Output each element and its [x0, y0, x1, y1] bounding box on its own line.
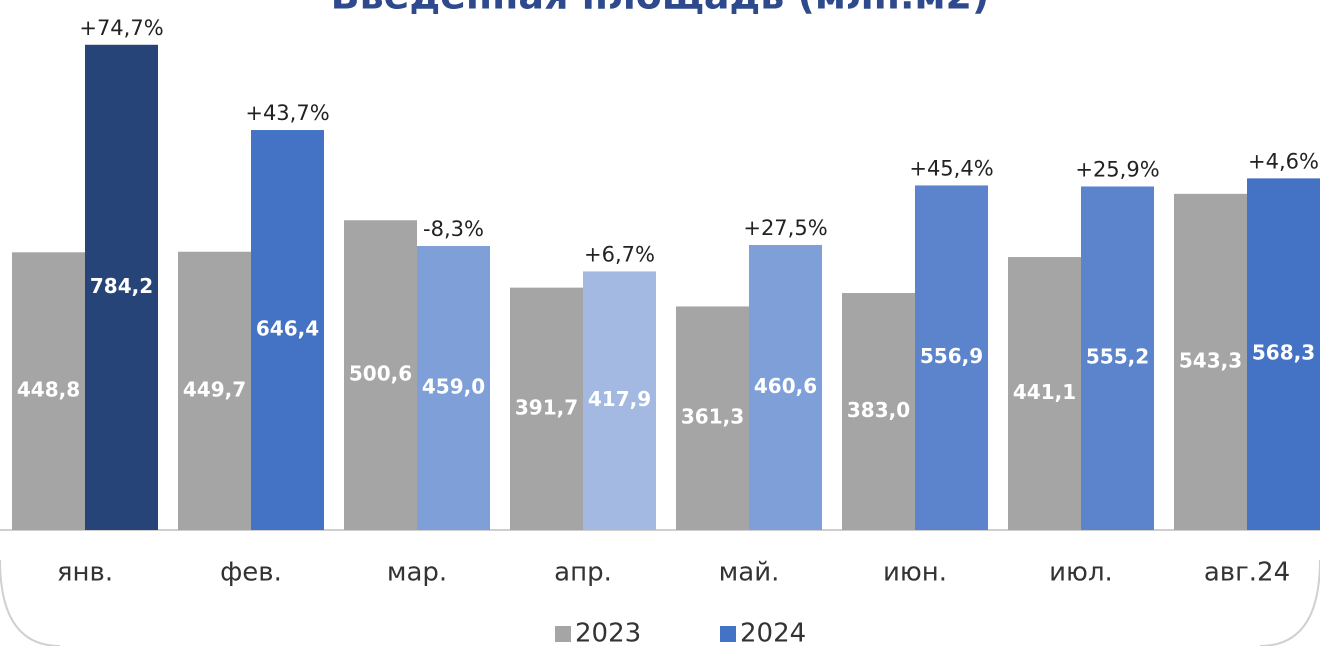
change-annotation: +6,7%	[584, 242, 655, 266]
card-border	[0, 559, 1320, 646]
x-tick-label: июл.	[1049, 558, 1113, 588]
bar	[344, 220, 417, 530]
x-tick-label: май.	[719, 558, 780, 588]
value-label: 383,0	[847, 398, 910, 422]
change-annotation: +45,4%	[909, 156, 993, 180]
x-tick-label: мар.	[387, 558, 447, 588]
value-label: 568,3	[1252, 341, 1315, 365]
bar	[1247, 178, 1320, 530]
x-tick-label: янв.	[57, 558, 113, 588]
bar	[178, 251, 251, 531]
change-annotation: +25,9%	[1075, 157, 1159, 181]
change-annotation: -8,3%	[423, 217, 484, 241]
bar	[676, 306, 749, 530]
bar	[251, 130, 324, 531]
value-label: 361,3	[681, 405, 744, 429]
legend-swatch	[720, 626, 736, 642]
chart-title: Введенная площадь (млн.м2)	[331, 0, 990, 18]
bar	[583, 271, 656, 530]
bar	[1081, 186, 1154, 530]
value-label: 391,7	[515, 395, 578, 419]
bar	[1174, 193, 1247, 530]
bar	[1008, 257, 1081, 530]
bar	[915, 185, 988, 530]
legend-label: 2023	[575, 619, 641, 646]
value-label: 417,9	[588, 387, 651, 411]
bar	[510, 287, 583, 530]
legend-label: 2024	[740, 619, 806, 646]
value-label: 441,1	[1013, 380, 1076, 404]
bar	[85, 44, 158, 531]
x-tick-label: авг.24	[1204, 558, 1290, 588]
change-annotation: +43,7%	[245, 101, 329, 125]
bar	[417, 245, 490, 530]
x-tick-label: фев.	[220, 558, 282, 588]
x-tick-label: июн.	[883, 558, 947, 588]
value-label: 460,6	[754, 374, 817, 398]
value-label: 543,3	[1179, 348, 1242, 372]
bar	[12, 252, 85, 530]
value-label: 448,8	[17, 378, 80, 402]
bar	[842, 293, 915, 530]
value-label: 646,4	[256, 317, 319, 341]
bar	[749, 245, 822, 530]
x-tick-label: апр.	[554, 558, 612, 588]
value-label: 500,6	[349, 362, 412, 386]
value-label: 555,2	[1086, 345, 1149, 369]
change-annotation: +27,5%	[743, 216, 827, 240]
change-annotation: +4,6%	[1248, 149, 1319, 173]
value-label: 556,9	[920, 344, 983, 368]
legend-swatch	[555, 626, 571, 642]
value-label: 459,0	[422, 374, 485, 398]
value-label: 449,7	[183, 377, 246, 401]
value-label: 784,2	[90, 274, 153, 298]
change-annotation: +74,7%	[79, 16, 163, 40]
